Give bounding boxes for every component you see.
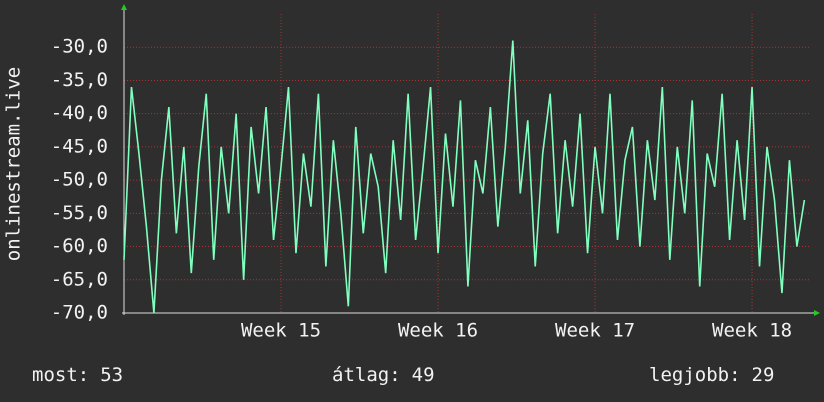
- x-tick-label: Week 18: [712, 320, 792, 342]
- y-tick-label: -40,0: [51, 102, 108, 124]
- summary-item: most: 53: [32, 364, 123, 386]
- y-tick-label: -60,0: [51, 235, 108, 257]
- x-tick-label: Week 15: [241, 320, 321, 342]
- y-tick-label: -35,0: [51, 69, 108, 91]
- x-tick-label: Week 16: [398, 320, 478, 342]
- summary-value: 49: [412, 364, 435, 386]
- y-tick-label: -70,0: [51, 302, 108, 324]
- series-line: [123, 40, 806, 314]
- summary-value: 53: [100, 364, 123, 386]
- y-axis-label: onlinestream.live: [3, 67, 25, 261]
- summary-label: legjobb:: [649, 364, 741, 386]
- summary-label: most:: [32, 364, 89, 386]
- summary-item: legjobb: 29: [649, 364, 774, 386]
- y-axis-arrow: [121, 4, 127, 10]
- summary-label: átlag:: [332, 364, 401, 386]
- y-tick-label: -45,0: [51, 135, 108, 157]
- y-tick-label: -30,0: [51, 36, 108, 58]
- x-tick-label: Week 17: [555, 320, 635, 342]
- y-tick-label: -50,0: [51, 169, 108, 191]
- summary-value: 29: [752, 364, 775, 386]
- y-tick-label: -65,0: [51, 268, 108, 290]
- x-axis-arrow: [814, 310, 820, 316]
- summary-item: átlag: 49: [332, 364, 435, 386]
- y-tick-label: -55,0: [51, 202, 108, 224]
